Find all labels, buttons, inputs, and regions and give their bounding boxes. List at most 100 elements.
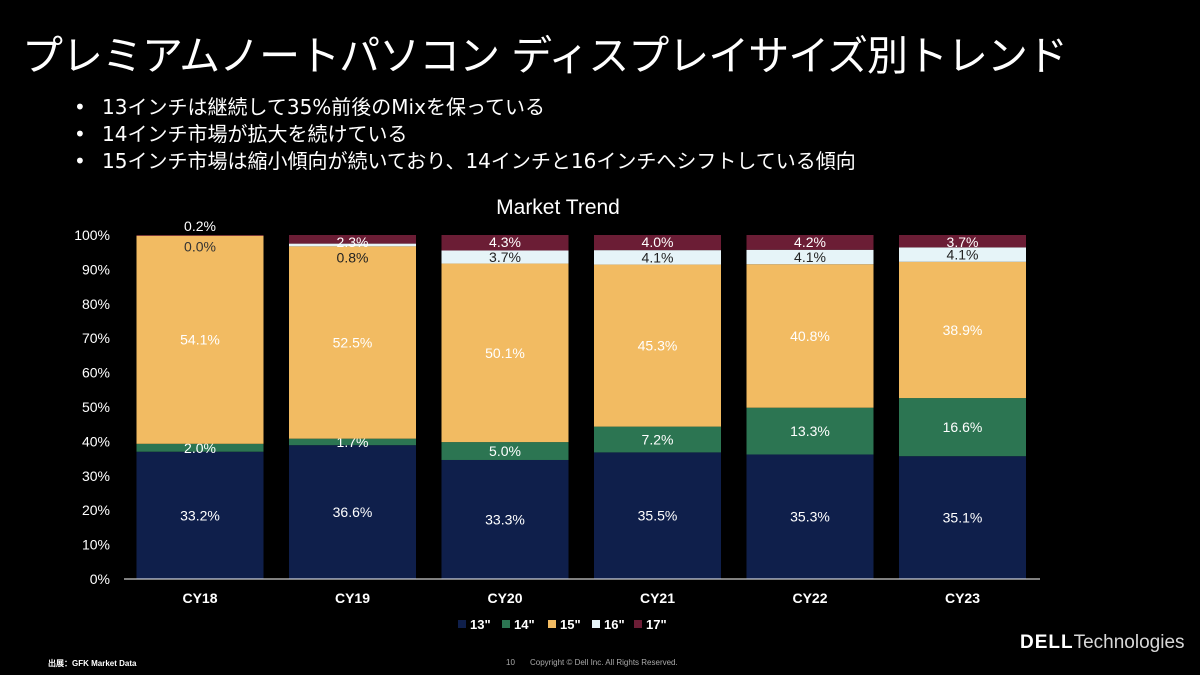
bar-segment <box>594 426 721 453</box>
bar-segment <box>746 407 874 455</box>
bullet-dot: • <box>74 95 86 119</box>
data-label: 0.2% <box>184 218 216 234</box>
copyright-text: Copyright © Dell Inc. All Rights Reserve… <box>530 658 678 667</box>
legend-swatch <box>634 620 642 628</box>
source-note: 出展：GFK Market Data <box>48 659 137 668</box>
data-label: 52.5% <box>333 335 373 351</box>
data-label: 45.3% <box>638 338 678 354</box>
bar-segment <box>289 246 416 439</box>
data-label: 33.3% <box>485 511 525 527</box>
data-label: 4.1% <box>947 247 979 263</box>
bar-segment <box>746 249 874 265</box>
logo-brand: DELL <box>1020 632 1074 653</box>
bar-segment <box>594 264 721 427</box>
data-label: 33.2% <box>180 507 220 523</box>
data-label: 2.3% <box>337 234 369 250</box>
x-tick-label: CY22 <box>792 590 827 606</box>
y-tick-label: 80% <box>82 296 110 312</box>
bar-segment <box>594 452 721 579</box>
data-label: 35.1% <box>943 510 983 526</box>
y-tick-label: 20% <box>82 502 110 518</box>
data-label: 0.8% <box>337 250 369 266</box>
bar-segment <box>746 454 874 579</box>
bar-segment <box>289 243 416 247</box>
data-label: 4.2% <box>794 234 826 250</box>
x-tick-label: CY21 <box>640 590 675 606</box>
data-label: 7.2% <box>642 432 674 448</box>
y-tick-label: 70% <box>82 330 110 346</box>
x-tick-label: CY19 <box>335 590 370 606</box>
bar-segment <box>136 451 264 579</box>
bar-segment <box>746 264 874 408</box>
data-label: 0.0% <box>184 239 216 255</box>
page-number: 10 <box>506 658 515 667</box>
y-tick-label: 30% <box>82 468 110 484</box>
bullet-text: 15インチ市場は縮小傾向が続いており、14インチと16インチへシフトしている傾向 <box>102 149 856 173</box>
data-label: 36.6% <box>333 504 373 520</box>
bullet-text: 14インチ市場が拡大を続けている <box>102 122 408 146</box>
y-tick-label: 0% <box>90 571 110 587</box>
data-label: 35.3% <box>790 509 830 525</box>
bar-segment <box>441 263 569 443</box>
bar-segment <box>136 235 264 444</box>
bullet-list: • 13インチは継続して35%前後のMixを保っている • 14インチ市場が拡大を続… <box>72 94 856 175</box>
bullet-item: • 13インチは継続して35%前後のMixを保っている <box>72 94 856 121</box>
x-axis: CY18 CY19 CY20 CY21 CY22 CY23 <box>124 578 1040 606</box>
y-tick-label: 50% <box>82 399 110 415</box>
legend-swatch <box>548 620 556 628</box>
bar-segment <box>899 456 1026 579</box>
legend: 13" 14" 15" 16" 17" <box>458 617 667 632</box>
x-tick-label: CY20 <box>487 590 522 606</box>
data-label: 3.7% <box>947 234 979 250</box>
legend-swatch <box>592 620 600 628</box>
data-label: 35.5% <box>638 508 678 524</box>
bar-segment <box>289 235 416 244</box>
bar-segment <box>136 443 264 452</box>
bullet-item: • 14インチ市場が拡大を続けている <box>72 121 856 148</box>
bar-segment <box>899 235 1026 248</box>
data-label: 13.3% <box>790 423 830 439</box>
legend-label: 13" <box>470 617 491 632</box>
bar-segment <box>441 250 569 264</box>
bar-segment <box>746 235 874 250</box>
bar-segment <box>594 250 721 265</box>
dell-technologies-logo: DELLTechnologies <box>1020 632 1185 654</box>
bar-segment <box>899 398 1026 457</box>
legend-swatch <box>458 620 466 628</box>
bar-segment <box>289 445 416 579</box>
x-tick-label: CY23 <box>945 590 980 606</box>
data-label: 4.1% <box>794 249 826 265</box>
logo-suffix: Technologies <box>1073 632 1185 653</box>
bar-segment <box>441 459 569 579</box>
bar-segment <box>594 235 721 251</box>
bars-group: 33.2%2.0%54.1%0.0%0.2%36.6%1.7%52.5%0.8%… <box>136 218 1026 579</box>
bullet-item: • 15インチ市場は縮小傾向が続いており、14インチと16インチへシフトしている傾… <box>72 148 856 175</box>
legend-label: 16" <box>604 617 625 632</box>
data-label: 4.0% <box>642 234 674 250</box>
bar-segment <box>136 235 264 236</box>
slide-title: プレミアムノートパソコン ディスプレイサイズ別トレンド <box>22 32 1068 80</box>
data-label: 54.1% <box>180 332 220 348</box>
data-label: 16.6% <box>943 419 983 435</box>
legend-label: 15" <box>560 617 581 632</box>
bar-segment <box>899 247 1026 262</box>
legend-swatch <box>502 620 510 628</box>
y-tick-label: 100% <box>74 227 110 243</box>
y-tick-label: 40% <box>82 433 110 449</box>
legend-label: 17" <box>646 617 667 632</box>
data-label: 3.7% <box>489 249 521 265</box>
data-label: 50.1% <box>485 345 525 361</box>
x-tick-label: CY18 <box>182 590 217 606</box>
bar-segment <box>899 261 1026 399</box>
y-tick-label: 60% <box>82 365 110 381</box>
bullet-dot: • <box>74 149 86 173</box>
bar-segment <box>441 235 569 251</box>
data-label: 4.1% <box>642 249 674 265</box>
data-label: 40.8% <box>790 328 830 344</box>
data-label: 5.0% <box>489 443 521 459</box>
bar-segment <box>289 438 416 446</box>
bar-segment <box>441 442 569 460</box>
y-tick-label: 10% <box>82 537 110 553</box>
data-label: 4.3% <box>489 234 521 250</box>
